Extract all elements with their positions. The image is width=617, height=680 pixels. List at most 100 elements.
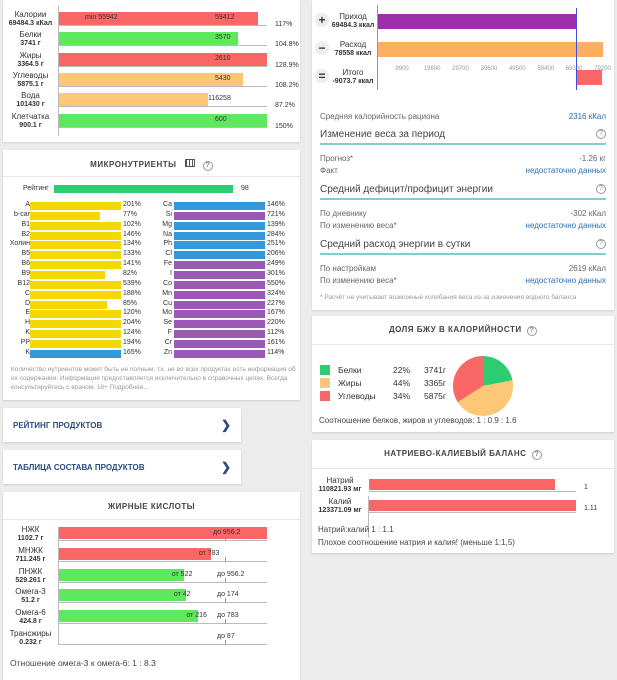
macro-bar — [59, 93, 208, 107]
nutrient-bar — [174, 339, 265, 348]
info-value: -1.26 кг — [579, 154, 606, 163]
nutrient-label: B5 — [21, 250, 30, 258]
tick-label: 39600 — [480, 66, 498, 72]
label-name: Углеводы — [12, 70, 49, 80]
legend-percent: 34% — [393, 391, 411, 401]
nutrient-label: Cl — [165, 250, 172, 258]
nutrient-label: Fe — [163, 260, 172, 268]
nutrient-bar — [30, 310, 121, 319]
macro-label: Белки 3741 г — [3, 30, 58, 48]
panel-title: НАТРИЕВО-КАЛИЕВЫЙ БАЛАНС — [384, 449, 527, 458]
panel-title: ДОЛЯ БЖУ В КАЛОРИЙНОСТИ — [388, 325, 522, 334]
legend-swatch — [320, 378, 330, 388]
help-icon[interactable]: ? — [596, 239, 606, 249]
table-icon[interactable] — [184, 159, 195, 167]
percent-value: 87.2% — [275, 102, 295, 110]
percent-value: 108.2% — [275, 81, 299, 89]
product-rating-link[interactable]: РЕЙТИНГ ПРОДУКТОВ ❯ — [3, 408, 241, 442]
legend-percent: 44% — [393, 378, 411, 388]
ratio-value: 1 — [584, 484, 588, 491]
fatty-label: Омега-3 51.2 г — [3, 587, 58, 605]
label-name: Омега-6 — [15, 608, 46, 618]
nutrient-bar — [30, 280, 121, 289]
nutrient-bar — [30, 251, 121, 260]
info-row: Факт недостаточно данных — [320, 166, 606, 175]
info-key: По дневнику — [320, 209, 367, 218]
help-icon[interactable]: ? — [596, 184, 606, 194]
legend-name: Белки — [338, 365, 362, 375]
tick-label: 79200 — [594, 66, 611, 72]
label-name: Жиры — [19, 50, 42, 60]
info-value: недостаточно данных — [525, 166, 606, 175]
nutrient-percent: 539% — [123, 279, 141, 287]
label-name: МНЖК — [18, 545, 43, 555]
section-title: Изменение веса за период — [320, 129, 446, 140]
label-amount: 5875.1 г — [17, 80, 44, 88]
fatty-bar — [59, 527, 267, 539]
nutrient-bar — [174, 251, 265, 260]
label-amount: 101430 г — [16, 101, 45, 109]
nutrient-bar — [30, 320, 121, 329]
nutrient-bar — [174, 221, 265, 230]
nutrient-label: C — [24, 289, 30, 297]
nutrient-label: Ph — [163, 240, 172, 248]
nutrient-percent: 139% — [267, 220, 285, 228]
nutrient-label: Mn — [162, 289, 172, 297]
nutrient-bar — [30, 241, 121, 250]
legend-name: Жиры — [338, 378, 362, 388]
nutrient-bar — [30, 330, 121, 339]
nutrient-percent: 550% — [267, 279, 285, 287]
equals-icon: = — [315, 69, 329, 83]
pie-slice — [453, 356, 483, 403]
info-value: недостаточно данных — [525, 221, 606, 230]
section-header: Изменение веса за период? — [320, 129, 606, 145]
info-row: По изменению веса* недостаточно данных — [320, 276, 606, 285]
macro-label: Клетчатка 900.1 г — [3, 112, 58, 130]
tick-label: 69300 — [565, 66, 583, 72]
ratio-value: 1.11 — [584, 505, 598, 512]
help-icon[interactable]: ? — [527, 326, 538, 336]
percent-value: 128.9% — [275, 61, 299, 69]
label-amount: 51.2 г — [21, 597, 40, 605]
label-name: Клетчатка — [11, 111, 50, 121]
label-amount: 69484.3 кКал — [8, 20, 53, 27]
nutrient-label: Cr — [164, 338, 172, 346]
nutrient-label: I — [170, 269, 172, 277]
nutrient-bar — [30, 211, 101, 220]
pie-slice — [457, 380, 513, 416]
macro-label: Углеводы 5875.1 г — [3, 71, 58, 89]
nutrient-bar — [30, 231, 121, 240]
nutrient-bar — [174, 310, 265, 319]
help-icon[interactable]: ? — [202, 161, 213, 171]
info-key: По изменению веса* — [320, 276, 397, 285]
nutrient-label: Mo — [162, 309, 172, 317]
nutrient-label: B9 — [21, 269, 30, 277]
macro-bar — [59, 52, 267, 66]
nutrient-bar — [30, 300, 108, 309]
help-icon[interactable]: ? — [531, 450, 542, 460]
help-icon[interactable]: ? — [596, 129, 606, 139]
nutrient-label: B1 — [21, 220, 30, 228]
label-name: ПНЖК — [18, 566, 43, 576]
info-key: По настройкам — [320, 264, 376, 273]
label-name: НЖК — [21, 525, 40, 534]
info-value: недостаточно данных — [525, 276, 606, 285]
nutrient-label: Co — [163, 279, 172, 287]
legend-grams: 3741г — [424, 365, 447, 375]
nutrient-label: Si — [165, 210, 172, 218]
macro-label: Вода 101430 г — [3, 91, 58, 109]
label-amount: -9073.7 ккал — [332, 78, 374, 85]
label-name: Расход — [339, 40, 367, 49]
label-amount: 69484.3 ккал — [331, 22, 375, 29]
label-name: Трансжиры — [9, 629, 52, 638]
energy-label: Расход 78558 ккал — [330, 40, 376, 58]
legend-swatch — [320, 391, 330, 401]
nutrient-bar — [30, 270, 105, 279]
minus-icon: − — [315, 41, 329, 55]
label-amount: 123371.09 мг — [318, 507, 362, 514]
product-table-link[interactable]: ТАБЛИЦА СОСТАВА ПРОДУКТОВ ❯ — [3, 450, 241, 484]
nutrient-percent: 284% — [267, 230, 285, 238]
axis — [58, 6, 59, 136]
nutrient-percent: 188% — [123, 289, 141, 297]
balance-line — [576, 8, 578, 90]
